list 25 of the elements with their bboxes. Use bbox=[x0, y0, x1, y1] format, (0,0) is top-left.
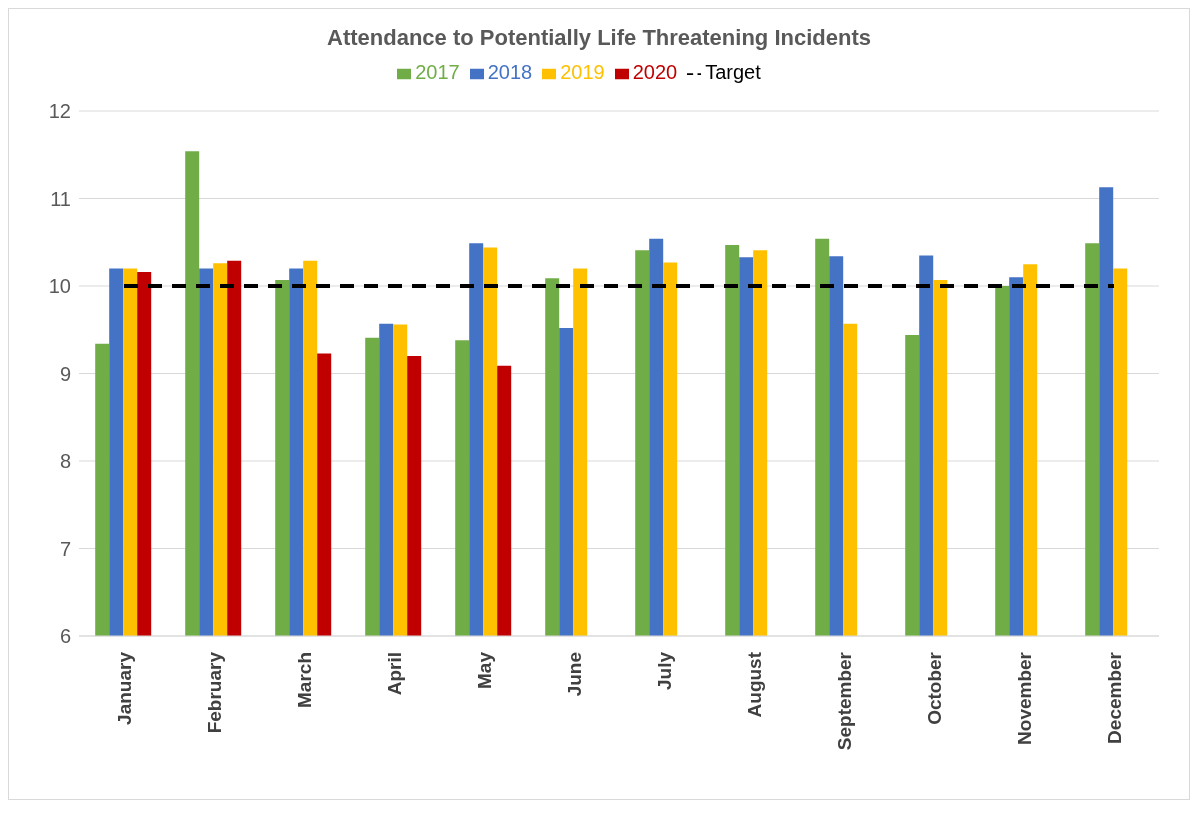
y-tick-label: 6 bbox=[59, 625, 71, 648]
chart-title: Attendance to Potentially Life Threatening Incidents bbox=[326, 24, 872, 51]
x-tick-label: February bbox=[203, 651, 225, 734]
x-tick-label: September bbox=[833, 651, 855, 751]
legend-label: 2019 bbox=[560, 61, 605, 83]
y-tick-label: 8 bbox=[59, 450, 71, 473]
x-tick-label: May bbox=[473, 651, 495, 689]
x-tick-label: November bbox=[1013, 651, 1035, 745]
y-tick-label: 12 bbox=[48, 100, 71, 123]
x-tick-label: January bbox=[113, 651, 135, 725]
legend-label: 2020 bbox=[632, 61, 678, 83]
y-tick-label: 10 bbox=[48, 275, 71, 298]
legend-label: 2018 bbox=[487, 61, 533, 83]
x-tick-label: July bbox=[653, 651, 675, 691]
x-tick-label: October bbox=[923, 651, 945, 725]
y-tick-label: 9 bbox=[59, 362, 71, 385]
x-tick-label: April bbox=[383, 652, 405, 696]
x-tick-label: August bbox=[743, 651, 765, 718]
x-tick-label: December bbox=[1103, 651, 1125, 744]
legend-label: 2017 bbox=[415, 61, 460, 83]
x-tick-label: June bbox=[563, 652, 585, 697]
y-tick-label: 7 bbox=[59, 537, 71, 560]
legend-label: Target bbox=[705, 61, 761, 83]
x-tick-label: March bbox=[293, 652, 315, 708]
y-tick-label: 11 bbox=[50, 187, 71, 210]
